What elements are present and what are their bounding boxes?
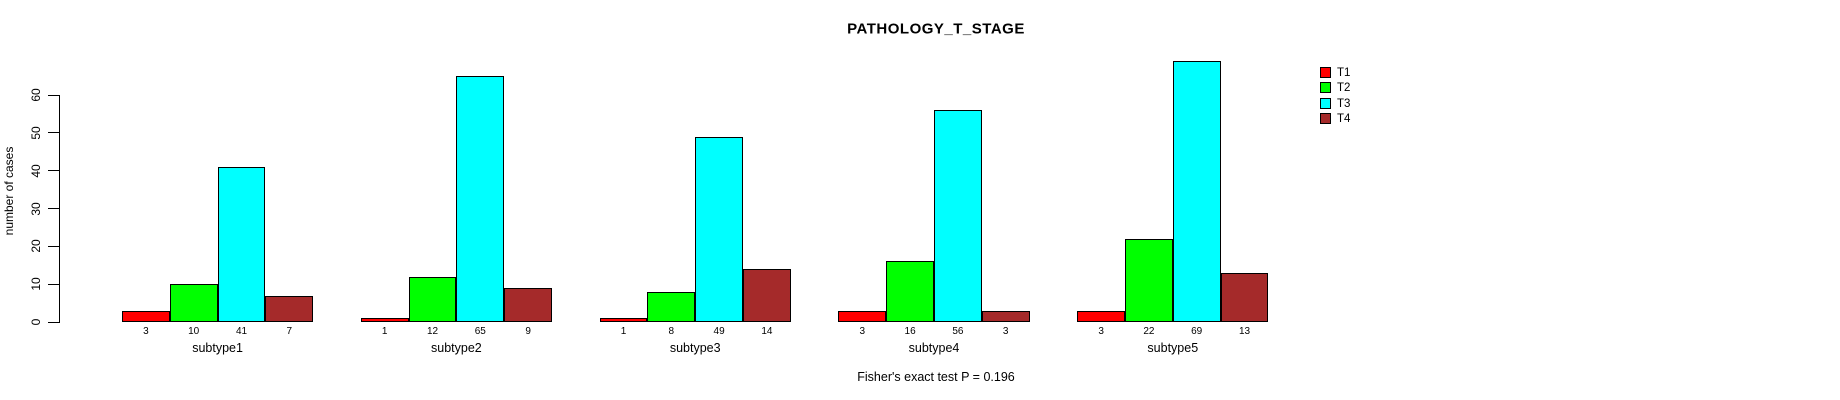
y-tick-label: 50 bbox=[29, 126, 43, 140]
bar-T1-subtype1 bbox=[122, 310, 170, 322]
bar-T2-subtype3 bbox=[647, 291, 696, 322]
y-tick-label: 40 bbox=[29, 163, 43, 178]
y-tick bbox=[48, 321, 59, 323]
bar-value-label: 3 bbox=[1098, 326, 1104, 337]
bar-value-label: 13 bbox=[1238, 326, 1251, 337]
legend-label-T3: T3 bbox=[1337, 97, 1351, 110]
x-category-label-subtype2: subtype2 bbox=[431, 341, 482, 355]
legend-label-T4: T4 bbox=[1337, 113, 1351, 126]
legend-swatch-T3 bbox=[1320, 97, 1331, 109]
bar-value-label: 16 bbox=[904, 326, 916, 337]
bar-T3-subtype5 bbox=[1172, 60, 1221, 322]
bar-T3-subtype4 bbox=[934, 110, 982, 322]
bar-value-label: 56 bbox=[952, 326, 964, 337]
y-tick bbox=[48, 94, 59, 96]
y-tick-label: 60 bbox=[29, 88, 43, 102]
chart-title: PATHOLOGY_T_STAGE bbox=[847, 20, 1025, 38]
bar-value-label: 1 bbox=[620, 326, 627, 337]
bar-T1-subtype4 bbox=[838, 310, 887, 322]
y-tick bbox=[48, 245, 59, 247]
bar-value-label: 14 bbox=[761, 326, 773, 337]
y-tick-label: 0 bbox=[29, 318, 43, 326]
x-category-label-subtype1: subtype1 bbox=[192, 341, 243, 355]
bar-value-label: 9 bbox=[525, 326, 531, 337]
bar-T2-subtype1 bbox=[169, 284, 218, 322]
bar-T2-subtype4 bbox=[886, 261, 934, 322]
bar-T2-subtype5 bbox=[1125, 238, 1173, 322]
bar-value-label: 1 bbox=[381, 326, 388, 337]
bar-value-label: 69 bbox=[1191, 326, 1203, 337]
bar-T3-subtype1 bbox=[217, 166, 266, 322]
bar-value-label: 7 bbox=[286, 326, 293, 337]
bar-value-label: 41 bbox=[235, 326, 248, 337]
bar-value-label: 12 bbox=[426, 326, 439, 337]
legend-swatch-T4 bbox=[1320, 113, 1331, 125]
y-tick-label: 20 bbox=[29, 239, 43, 254]
y-tick bbox=[48, 208, 59, 209]
x-category-label-subtype3: subtype3 bbox=[669, 341, 721, 355]
x-category-label-subtype5: subtype5 bbox=[1147, 341, 1199, 355]
bar-value-label: 3 bbox=[1002, 326, 1009, 337]
x-category-label-subtype4: subtype4 bbox=[908, 341, 960, 355]
bar-value-label: 22 bbox=[1143, 326, 1155, 337]
bar-value-label: 49 bbox=[713, 326, 725, 337]
bar-value-label: 3 bbox=[859, 326, 866, 337]
legend-label-T1: T1 bbox=[1337, 67, 1351, 79]
legend-swatch-T2 bbox=[1320, 82, 1331, 94]
legend-label-T2: T2 bbox=[1337, 82, 1351, 95]
bar-T4-subtype2 bbox=[504, 287, 552, 322]
y-tick-label: 30 bbox=[29, 201, 43, 216]
bar-value-label: 8 bbox=[668, 326, 675, 337]
legend-swatch-T1 bbox=[1320, 67, 1331, 78]
bar-value-label: 10 bbox=[188, 326, 200, 337]
bar-T4-subtype5 bbox=[1220, 272, 1269, 322]
bar-value-label: 3 bbox=[143, 326, 149, 337]
y-tick bbox=[48, 170, 59, 172]
y-axis-label: number of cases bbox=[2, 146, 16, 236]
bar-T3-subtype3 bbox=[695, 136, 743, 322]
bar-T1-subtype3 bbox=[599, 318, 648, 322]
y-tick bbox=[48, 283, 59, 285]
bar-T4-subtype3 bbox=[743, 269, 791, 322]
y-tick bbox=[48, 132, 59, 134]
bar-value-label: 65 bbox=[474, 326, 486, 337]
bar-T1-subtype2 bbox=[360, 318, 409, 322]
bar-T4-subtype4 bbox=[981, 310, 1030, 322]
bar-T4-subtype1 bbox=[265, 295, 314, 322]
y-tick-label: 10 bbox=[29, 277, 43, 291]
y-axis-line bbox=[59, 95, 60, 323]
bar-T1-subtype5 bbox=[1077, 310, 1125, 322]
bar-T2-subtype2 bbox=[408, 276, 457, 322]
fisher-test-annotation: Fisher's exact test P = 0.196 bbox=[857, 370, 1015, 384]
bar-T3-subtype2 bbox=[456, 76, 505, 322]
